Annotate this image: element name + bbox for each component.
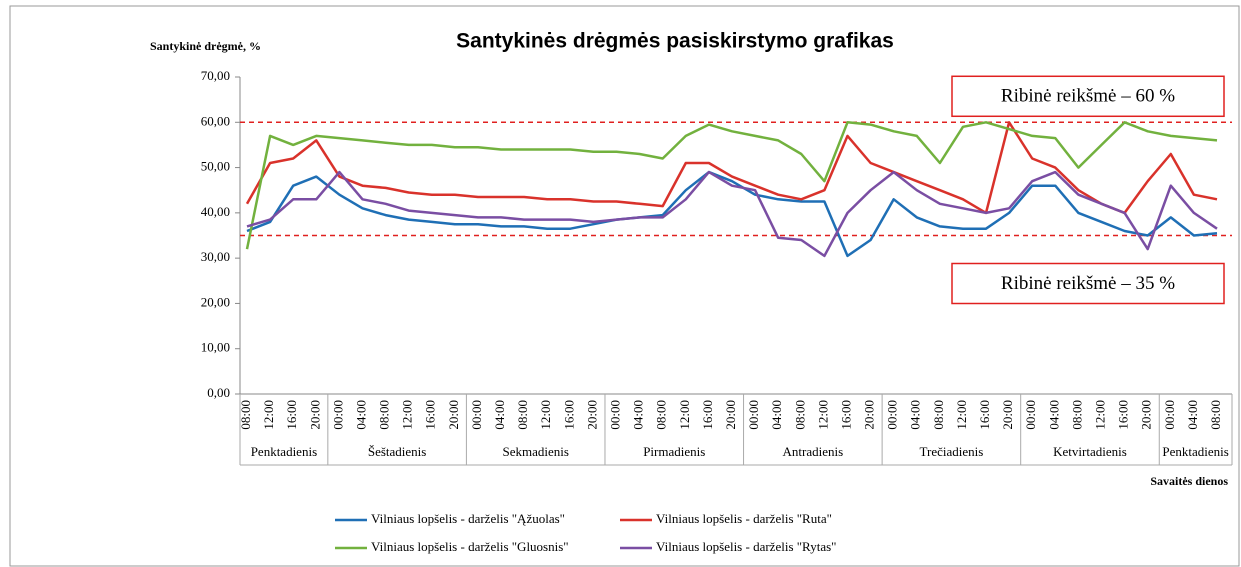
x-tick-label: 08:00 xyxy=(515,400,530,430)
x-tick-label: 12:00 xyxy=(1093,400,1108,430)
y-tick-label: 40,00 xyxy=(201,204,230,219)
y-tick-label: 50,00 xyxy=(201,159,230,174)
x-tick-label: 04:00 xyxy=(1046,400,1061,430)
day-label: Trečiadienis xyxy=(920,444,984,459)
x-tick-label: 16:00 xyxy=(1116,400,1131,430)
x-tick-label: 08:00 xyxy=(1069,400,1084,430)
x-tick-label: 08:00 xyxy=(238,400,253,430)
x-tick-label: 16:00 xyxy=(838,400,853,430)
day-label: Sekmadienis xyxy=(502,444,568,459)
y-tick-label: 30,00 xyxy=(201,249,230,264)
series-line xyxy=(245,121,1218,250)
x-tick-label: 16:00 xyxy=(284,400,299,430)
reference-box xyxy=(951,262,1225,305)
series-line xyxy=(245,121,1218,215)
y-tick-label: 0,00 xyxy=(207,385,230,400)
x-tick-label: 20:00 xyxy=(862,400,877,430)
day-label: Penktadienis xyxy=(1162,444,1228,459)
reference-box xyxy=(951,75,1225,118)
y-tick-label: 70,00 xyxy=(201,68,230,83)
chart-border xyxy=(9,5,1240,567)
x-tick-label: 08:00 xyxy=(377,400,392,430)
reference-label: Ribinė reikšmė – 60 % xyxy=(1001,86,1175,107)
x-tick-label: 08:00 xyxy=(1208,400,1223,430)
x-tick-label: 04:00 xyxy=(769,400,784,430)
x-tick-label: 04:00 xyxy=(908,400,923,430)
y-axis-title: Santykinė drėgmė, % xyxy=(150,39,261,53)
y-tick-label: 60,00 xyxy=(201,113,230,128)
series-line xyxy=(246,170,1218,258)
x-tick-label: 04:00 xyxy=(353,400,368,430)
x-tick-label: 00:00 xyxy=(330,400,345,430)
reference-label: Ribinė reikšmė – 35 % xyxy=(1001,273,1175,294)
legend-label: Vilniaus lopšelis - darželis "Ruta" xyxy=(656,511,832,526)
x-tick-label: 04:00 xyxy=(1185,400,1200,430)
x-tick-label: 20:00 xyxy=(723,400,738,430)
x-tick-label: 20:00 xyxy=(584,400,599,430)
x-tick-label: 20:00 xyxy=(446,400,461,430)
x-tick-label: 08:00 xyxy=(792,400,807,430)
x-tick-label: 08:00 xyxy=(654,400,669,430)
day-label: Penktadienis xyxy=(251,444,317,459)
x-tick-label: 16:00 xyxy=(561,400,576,430)
x-tick-label: 20:00 xyxy=(307,400,322,430)
x-tick-label: 12:00 xyxy=(538,400,553,430)
x-tick-label: 00:00 xyxy=(1162,400,1177,430)
day-label: Šeštadienis xyxy=(368,444,427,459)
x-tick-label: 20:00 xyxy=(1139,400,1154,430)
x-tick-label: 20:00 xyxy=(1000,400,1015,430)
legend-label: Vilniaus lopšelis - darželis "Gluosnis" xyxy=(371,539,569,554)
x-tick-label: 00:00 xyxy=(608,400,623,430)
x-tick-label: 00:00 xyxy=(469,400,484,430)
x-tick-label: 00:00 xyxy=(746,400,761,430)
x-tick-label: 12:00 xyxy=(677,400,692,430)
y-tick-label: 10,00 xyxy=(201,340,230,355)
x-tick-label: 08:00 xyxy=(931,400,946,430)
day-label: Antradienis xyxy=(783,444,844,459)
day-label: Ketvirtadienis xyxy=(1053,444,1127,459)
x-tick-label: 16:00 xyxy=(423,400,438,430)
x-tick-label: 16:00 xyxy=(700,400,715,430)
series-line xyxy=(246,170,1218,258)
legend-label: Vilniaus lopšelis - darželis "Rytas" xyxy=(656,539,836,554)
x-axis-title: Savaitės dienos xyxy=(1150,474,1228,488)
legend-label: Vilniaus lopšelis - darželis "Ąžuolas" xyxy=(371,511,565,526)
x-tick-label: 12:00 xyxy=(400,400,415,430)
x-tick-label: 16:00 xyxy=(977,400,992,430)
x-tick-label: 12:00 xyxy=(261,400,276,430)
x-tick-label: 12:00 xyxy=(954,400,969,430)
x-tick-label: 04:00 xyxy=(631,400,646,430)
x-tick-label: 00:00 xyxy=(885,400,900,430)
x-tick-label: 04:00 xyxy=(492,400,507,430)
day-label: Pirmadienis xyxy=(643,444,705,459)
x-tick-label: 12:00 xyxy=(815,400,830,430)
chart-title: Santykinės drėgmės pasiskirstymo grafika… xyxy=(456,30,894,53)
x-tick-label: 00:00 xyxy=(1023,400,1038,430)
y-tick-label: 20,00 xyxy=(201,294,230,309)
